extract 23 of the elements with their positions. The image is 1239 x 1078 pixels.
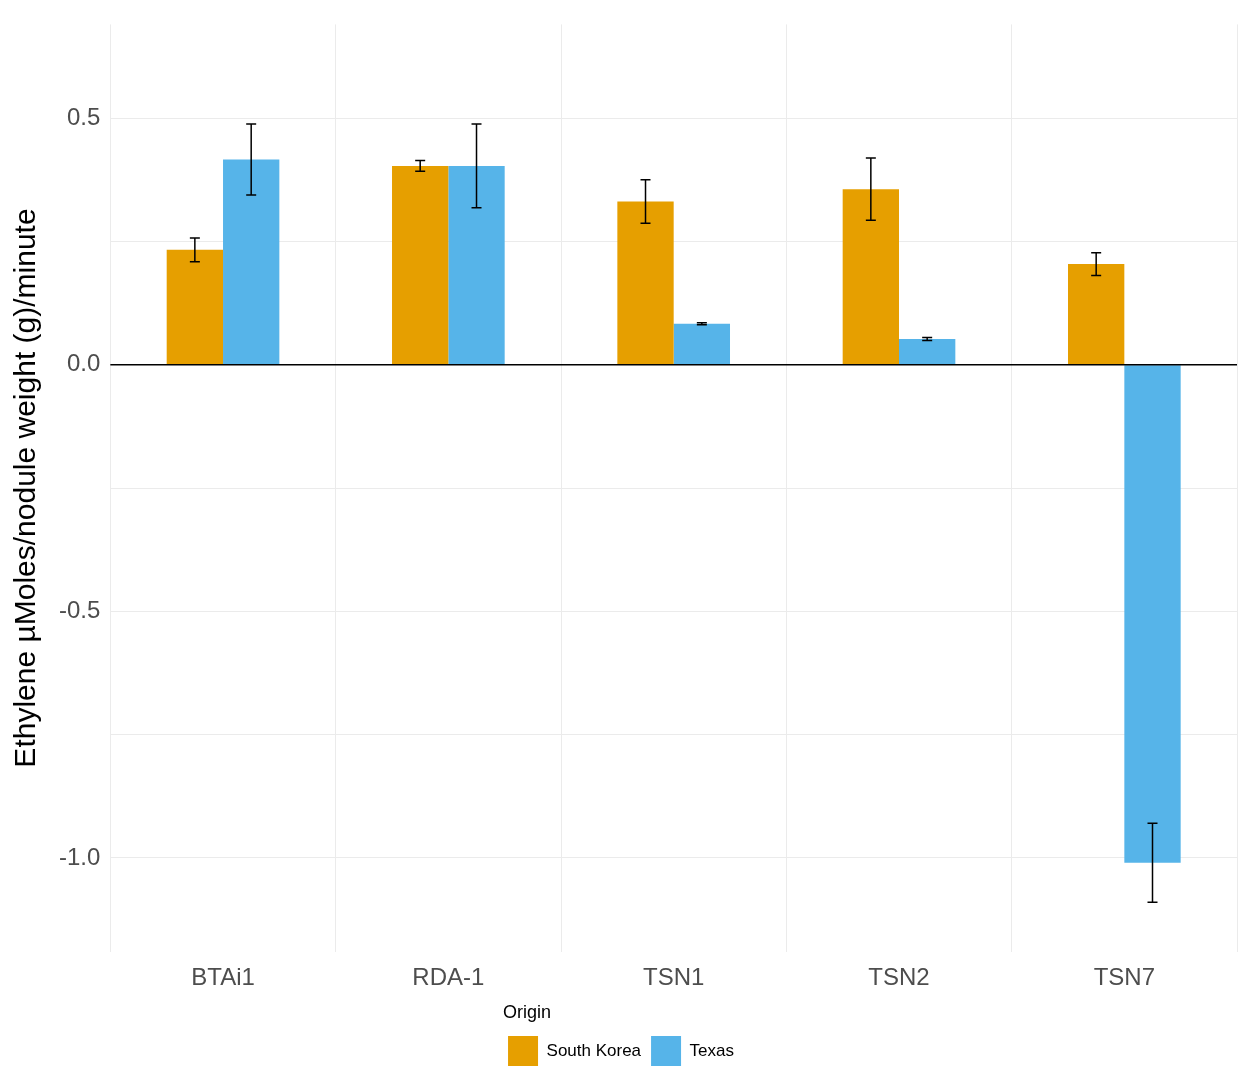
x-tick-label: TSN2 — [868, 962, 930, 990]
bar — [617, 201, 674, 365]
bar — [1124, 365, 1181, 863]
bar — [448, 165, 505, 365]
y-tick-label: -1.0 — [59, 842, 101, 870]
x-tick-label: TSN7 — [1093, 962, 1156, 990]
x-tick-label: RDA-1 — [412, 962, 485, 990]
bar — [223, 159, 280, 365]
x-tick-label: TSN1 — [643, 962, 705, 990]
y-tick-label: 0.5 — [66, 102, 101, 130]
legend-label: Texas — [689, 1040, 734, 1060]
bar — [673, 323, 731, 365]
y-tick-label: -0.5 — [59, 595, 101, 623]
bar — [166, 249, 224, 365]
legend-title: Origin — [503, 1002, 552, 1023]
legend-label: South Korea — [546, 1040, 642, 1060]
y-tick-label: 0.0 — [66, 349, 101, 377]
bar — [1068, 264, 1125, 365]
y-axis-title: Ethylene µMoles/nodule weight (g)/minute — [8, 208, 42, 768]
x-tick-label: BTAi1 — [191, 962, 255, 990]
bar — [392, 165, 449, 365]
bar — [899, 339, 956, 365]
bar — [842, 189, 900, 365]
